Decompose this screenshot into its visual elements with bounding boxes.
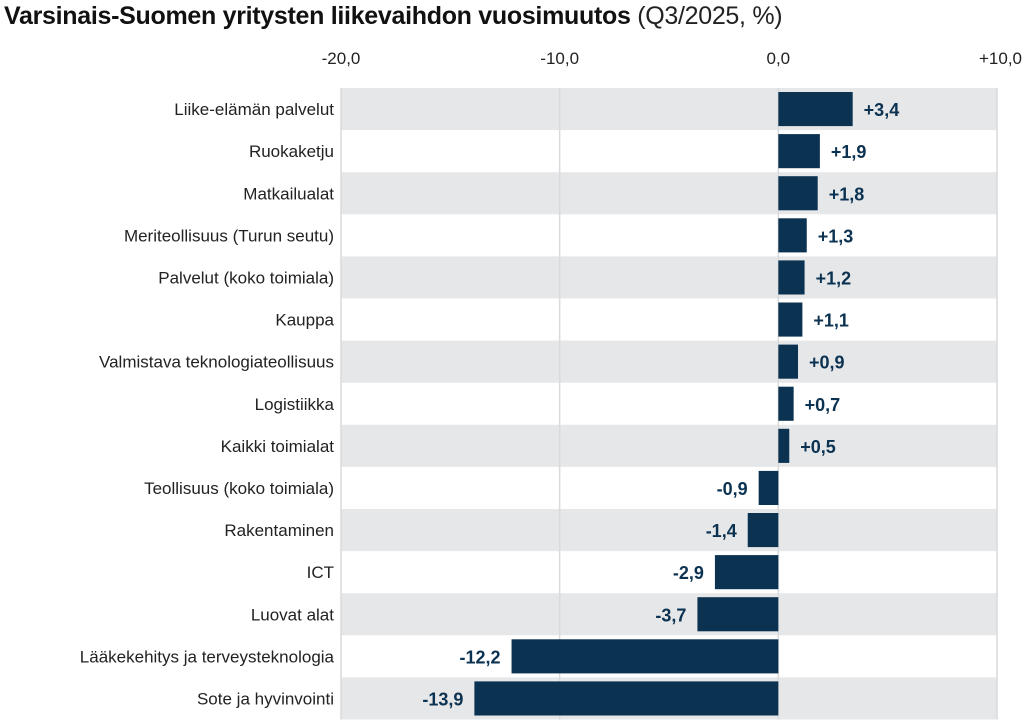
x-tick-label: -10,0	[540, 49, 579, 68]
row-band	[341, 256, 997, 299]
category-label: Luovat alat	[251, 605, 334, 624]
value-label: -3,7	[655, 605, 686, 625]
category-label: Rakentaminen	[224, 521, 334, 540]
row-band	[341, 424, 997, 467]
bar	[758, 470, 779, 505]
category-label: Valmistava teknologiateollisuus	[99, 353, 334, 372]
bars	[474, 92, 853, 716]
value-label: +0,5	[800, 437, 836, 457]
bar	[697, 597, 779, 632]
row-band	[341, 340, 997, 383]
bar	[778, 260, 805, 295]
x-axis-ticks: -20,0 -10,0 0,0 +10,0	[322, 49, 1022, 68]
category-label: Kauppa	[275, 311, 334, 330]
bar	[778, 428, 790, 463]
row-band	[341, 88, 997, 131]
category-label: Palvelut (koko toimiala)	[158, 268, 334, 287]
row-band	[341, 172, 997, 215]
bar	[747, 513, 779, 548]
bar	[778, 344, 799, 379]
bar	[511, 639, 779, 674]
bar	[778, 176, 818, 211]
category-label: Meriteollisuus (Turun seutu)	[124, 226, 334, 245]
value-label: +3,4	[864, 100, 900, 120]
bar	[778, 218, 807, 253]
x-tick-label: 0,0	[767, 49, 791, 68]
value-label: +1,9	[831, 142, 867, 162]
x-tick-label: +10,0	[979, 49, 1022, 68]
category-label: Matkailualat	[243, 184, 334, 203]
category-labels: Liike-elämän palvelut Ruokaketju Matkailua…	[80, 100, 335, 708]
chart-title-main: Varsinais-Suomen yritysten liikevaihdon …	[4, 2, 631, 30]
category-label: Logistiikka	[255, 395, 335, 414]
value-labels: +3,4 +1,9 +1,8 +1,3 +1,2 +1,1 +0,9 +0,7 +0,5 -0,9…	[422, 100, 899, 709]
value-label: +1,1	[813, 311, 849, 331]
chart-title: Varsinais-Suomen yritysten liikevaihdon …	[4, 2, 783, 31]
value-label: -0,9	[717, 479, 748, 499]
category-label: ICT	[307, 563, 334, 582]
value-label: +1,8	[829, 184, 865, 204]
bar	[778, 386, 794, 421]
chart-subtitle: (Q3/2025, %)	[637, 2, 783, 30]
x-tick-label: -20,0	[322, 49, 361, 68]
category-label: Lääkekehitys ja terveysteknologia	[80, 647, 335, 666]
row-band	[341, 593, 997, 636]
value-label: -12,2	[460, 647, 501, 667]
value-label: +0,7	[805, 395, 841, 415]
bar	[474, 681, 779, 716]
category-label: Sote ja hyvinvointi	[197, 689, 334, 708]
bar	[778, 92, 853, 127]
value-label: +1,3	[818, 226, 854, 246]
value-label: -13,9	[422, 689, 463, 709]
value-label: -2,9	[673, 563, 704, 583]
category-label: Teollisuus (koko toimiala)	[144, 479, 334, 498]
bar	[778, 134, 820, 169]
bar	[714, 555, 779, 590]
value-label: +0,9	[809, 353, 845, 373]
row-band	[341, 509, 997, 552]
category-label: Ruokaketju	[249, 142, 334, 161]
category-label: Kaikki toimialat	[221, 437, 335, 456]
value-label: +1,2	[816, 268, 852, 288]
category-label: Liike-elämän palvelut	[174, 100, 334, 119]
bar	[778, 302, 803, 337]
value-label: -1,4	[706, 521, 737, 541]
